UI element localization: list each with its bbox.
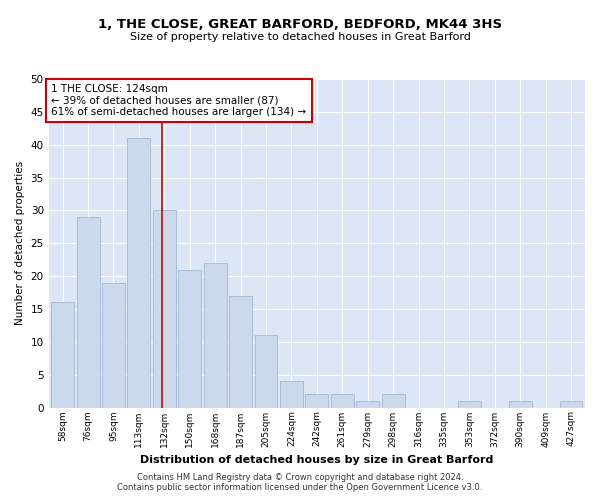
Bar [51,302,74,408]
Bar [458,401,481,407]
Text: 1 THE CLOSE: 124sqm
← 39% of detached houses are smaller (87)
61% of semi-detach: 1 THE CLOSE: 124sqm ← 39% of detached ho… [52,84,307,117]
Bar [204,263,227,408]
Y-axis label: Number of detached properties: Number of detached properties [15,161,25,326]
Text: Contains HM Land Registry data © Crown copyright and database right 2024.
Contai: Contains HM Land Registry data © Crown c… [118,473,482,492]
Bar [77,217,100,408]
Bar [305,394,328,407]
Bar [102,282,125,408]
Bar [356,401,379,407]
Bar [382,394,404,407]
Bar [509,401,532,407]
Bar [153,210,176,408]
Bar [254,335,277,407]
X-axis label: Distribution of detached houses by size in Great Barford: Distribution of detached houses by size … [140,455,494,465]
Bar [331,394,353,407]
Bar [229,296,252,408]
Bar [560,401,583,407]
Bar [280,381,303,407]
Text: 1, THE CLOSE, GREAT BARFORD, BEDFORD, MK44 3HS: 1, THE CLOSE, GREAT BARFORD, BEDFORD, MK… [98,18,502,30]
Text: Size of property relative to detached houses in Great Barford: Size of property relative to detached ho… [130,32,470,42]
Bar [178,270,201,407]
Bar [127,138,151,407]
